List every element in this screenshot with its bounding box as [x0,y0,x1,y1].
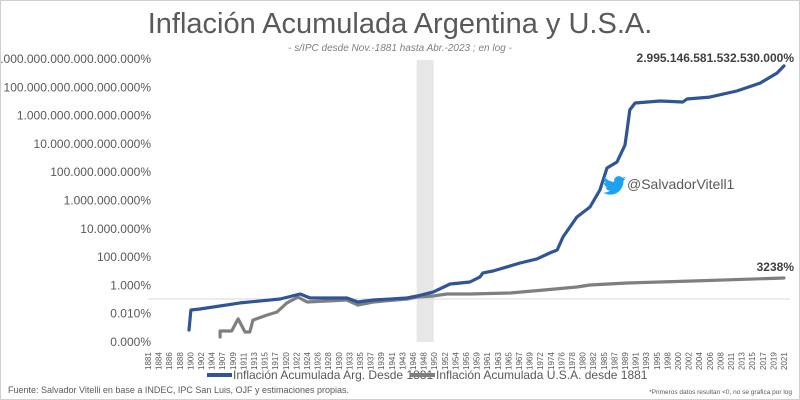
x-tick-label: 1950 [430,352,439,370]
x-tick-label: 1993 [642,352,651,370]
x-tick-label: 1917 [271,352,280,370]
x-tick-label: 2002 [685,352,694,370]
x-tick-label: 1915 [261,352,270,370]
x-tick-label: 1888 [176,352,185,370]
x-tick-label: 1969 [526,352,535,370]
x-tick-label: 2008 [716,352,725,370]
log-note: *Primeros datos resultan <0, no se grafi… [649,389,792,396]
x-tick-label: 1959 [473,352,482,370]
series-line-argentina [187,64,786,332]
x-tick-label: 1963 [494,352,503,370]
x-tick-label: 2015 [748,352,757,370]
x-tick-label: 1928 [324,352,333,370]
y-tick-label: 100.000.000.000.000.000% [4,80,152,94]
legend-label-arg: Inflación Acumulada Arg. Desde 1881 [233,368,433,382]
y-tick-label: 1.000% [110,278,151,292]
x-tick-label: 1974 [547,352,556,370]
x-tick-label: 1998 [663,352,672,370]
x-tick-label: 1976 [557,352,566,370]
x-tick-label: 1911 [239,352,248,370]
y-tick-label: 0.000% [110,335,151,349]
x-tick-label: 1954 [451,352,460,370]
twitter-bird-icon [603,176,626,195]
x-tick-label: 1991 [632,352,641,370]
x-tick-label: 1982 [589,352,598,370]
x-tick-label: 2019 [769,352,778,370]
arg-end-label: 2.995.146.581.532.530.000% [637,51,795,65]
x-tick-label: 1939 [377,352,386,370]
x-tick-label: 2004 [695,352,704,370]
x-tick-label: 1933 [345,352,354,370]
source-footnote: Fuente: Salvador Vitelli en base a INDEC… [8,385,349,395]
x-tick-label: 1946 [409,352,418,370]
x-tick-label: 2011 [727,352,736,370]
y-tick-label: 100.000% [97,250,151,264]
x-tick-label: 2000 [674,352,683,370]
x-tick-label: 1909 [229,352,238,370]
author-handle: @SalvadorVitell1 [627,176,735,192]
x-tick-label: 1980 [579,352,588,370]
x-tick-label: 1886 [165,352,174,370]
y-tick-label: 10.000.000% [80,222,151,236]
x-tick-label: 1935 [356,352,365,370]
x-tick-label: 1913 [250,352,259,370]
y-tick-label: 100.000.000.000% [50,165,151,179]
x-tick-label: 1930 [335,352,344,370]
x-tick-label: 1884 [155,352,164,370]
x-tick-label: 1978 [568,352,577,370]
x-tick-label: 1902 [197,352,206,370]
y-tick-label: 10.000.000.000.000.000.000% [0,52,151,66]
x-tick-label: 1920 [282,352,291,370]
x-tick-label: 1924 [303,352,312,370]
x-tick-label: 1937 [367,352,376,370]
legend-label-us: Inflación Acumulada U.S.A. desde 1881 [436,368,648,382]
x-tick-label: 1972 [536,352,545,370]
x-tick-label: 1904 [208,352,217,370]
us-end-label: 3238% [757,260,795,274]
x-tick-label: 1941 [388,352,397,370]
x-tick-label: 1900 [186,352,195,370]
y-tick-label: 1.000.000.000.000.000% [17,109,151,123]
x-tick-label: 1922 [292,352,301,370]
series-line-usa [218,276,786,339]
x-tick-label: 2017 [759,352,768,370]
x-tick-label: 1881 [144,352,153,370]
x-tick-label: 1956 [462,352,471,370]
x-tick-label: 1948 [420,352,429,370]
x-tick-label: 1961 [483,352,492,370]
chart-subtitle: - s/IPC desde Nov.-1881 hasta Abr.-2023 … [288,43,512,54]
chart-title: Inflación Acumulada Argentina y U.S.A. [147,8,653,40]
y-tick-label: 10.000.000.000.000% [34,137,152,151]
y-tick-label: 1.000.000.000% [64,194,152,208]
x-tick-label: 1985 [600,352,609,370]
x-tick-label: 1995 [653,352,662,370]
x-tick-label: 1965 [504,352,513,370]
x-tick-label: 1987 [610,352,619,370]
x-tick-label: 1943 [398,352,407,370]
legend: Inflación Acumulada Arg. Desde 1881 Infl… [207,368,648,382]
highlight-band [416,60,434,342]
x-tick-label: 1907 [218,352,227,370]
x-tick-label: 1967 [515,352,524,370]
x-tick-label: 1926 [314,352,323,370]
x-tick-label: 1952 [441,352,450,370]
x-tick-label: 2013 [738,352,747,370]
x-tick-label: 2006 [706,352,715,370]
x-tick-label: 2021 [780,352,789,370]
x-tick-label: 1989 [621,352,630,370]
y-tick-label: 0.010% [110,307,151,321]
